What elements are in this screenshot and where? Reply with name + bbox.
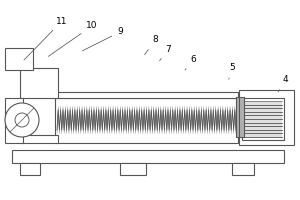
Text: 9: 9 [82,27,123,51]
Text: 4: 4 [278,75,288,92]
Bar [12,150,284,163]
Bar [5,98,23,143]
Bar [5,48,33,70]
Bar [20,68,58,98]
Bar [239,90,294,145]
Circle shape [15,113,29,127]
Bar [120,163,146,175]
Text: 10: 10 [48,21,98,56]
Bar [55,98,238,143]
Bar [20,135,58,143]
Bar [244,101,282,137]
Text: 11: 11 [24,17,68,60]
Bar [242,98,284,140]
Text: 7: 7 [160,45,171,61]
Bar [20,163,40,175]
Bar [232,163,254,175]
Text: 6: 6 [185,54,196,70]
Text: 8: 8 [145,36,158,55]
Circle shape [5,103,39,137]
Bar [55,92,238,98]
Text: 5: 5 [229,64,235,79]
Bar [236,97,244,137]
